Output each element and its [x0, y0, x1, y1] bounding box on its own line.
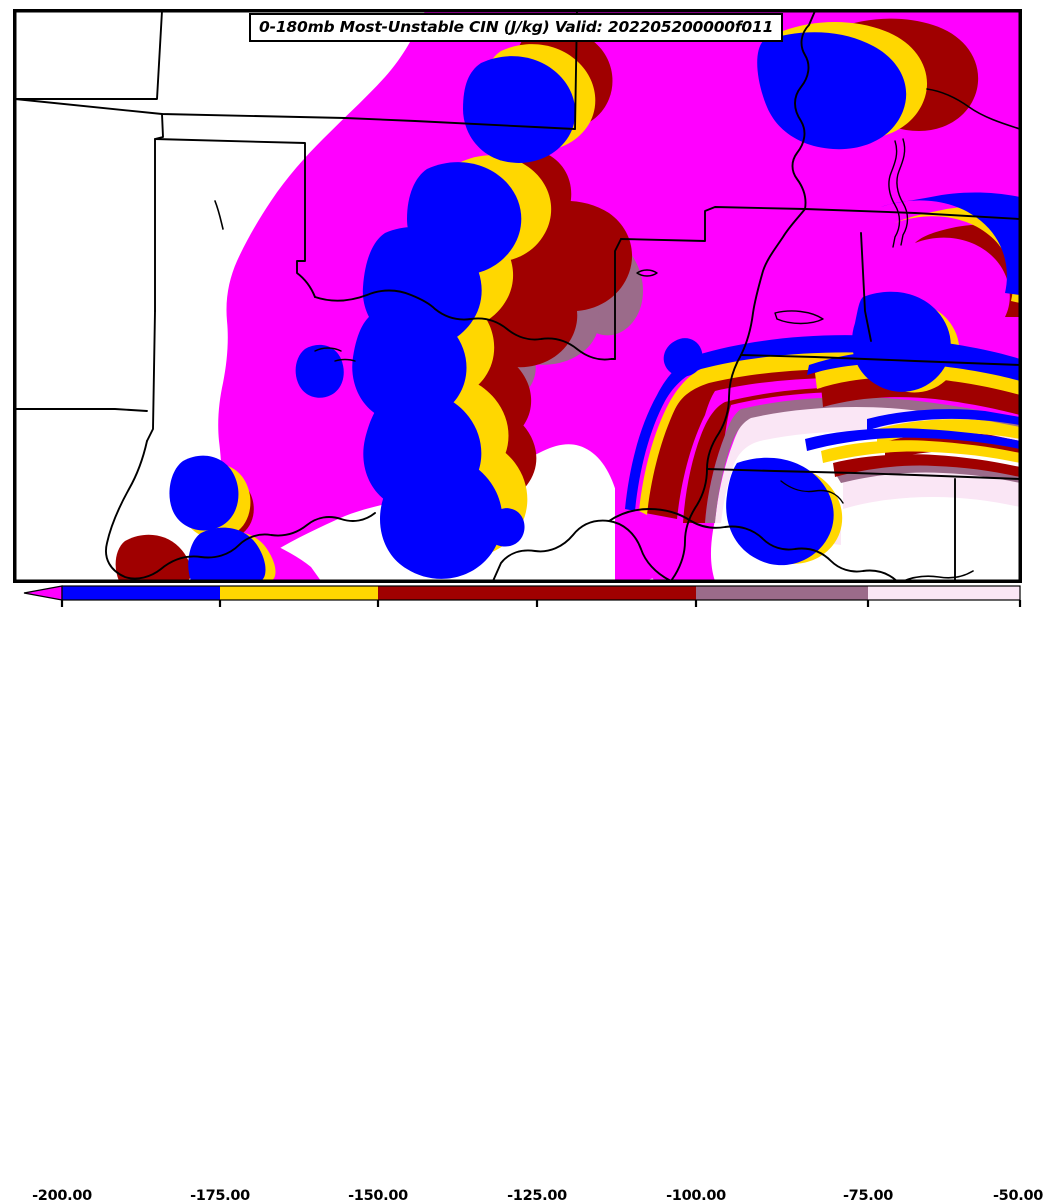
colorbar-band-yellow: [220, 586, 378, 600]
colorbar-tick-label-0: -200.00: [32, 1188, 92, 1204]
colorbar-band-dark-red: [378, 586, 696, 600]
colorbar-band-pale-pink: [868, 586, 1020, 600]
colorbar-tick-label-1: -175.00: [190, 1188, 250, 1204]
cin-contour-map: [15, 11, 1020, 581]
colorbar-graphic: [23, 585, 1022, 607]
map-title: 0-180mb Most-Unstable CIN (J/kg) Valid: …: [249, 13, 784, 42]
colorbar-tick-label-6: -50.00: [992, 1188, 1044, 1204]
colorbar-tick-label-5: -75.00: [842, 1188, 894, 1204]
colorbar-band-blue: [62, 586, 220, 600]
colorbar-tick-label-4: -100.00: [666, 1188, 726, 1204]
colorbar-outline: [61, 585, 1021, 601]
colorbar: -200.00 -175.00 -150.00 -125.00 -100.00 …: [0, 583, 1044, 1204]
colorbar-extend-min-triangle: [24, 586, 62, 600]
colorbar-tick-label-3: -125.00: [507, 1188, 567, 1204]
state-borders: [15, 11, 1020, 581]
map-panel: [13, 9, 1022, 583]
colorbar-ticks: [60, 600, 1022, 607]
cin-band-blue: [169, 32, 1020, 581]
colorbar-band-mauve: [696, 586, 868, 600]
colorbar-tick-label-2: -150.00: [348, 1188, 408, 1204]
weather-map-figure: 0-180mb Most-Unstable CIN (J/kg) Valid: …: [0, 9, 1044, 1204]
